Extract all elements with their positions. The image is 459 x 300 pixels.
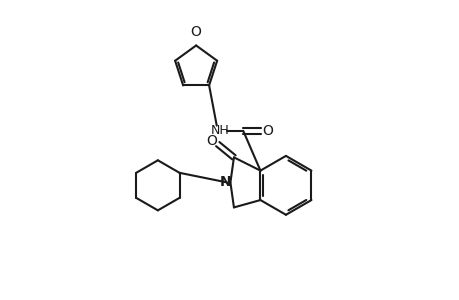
Text: O: O	[190, 25, 201, 39]
Text: O: O	[206, 134, 217, 148]
Text: O: O	[261, 124, 272, 138]
Text: NH: NH	[210, 124, 229, 137]
Text: N: N	[219, 176, 230, 189]
